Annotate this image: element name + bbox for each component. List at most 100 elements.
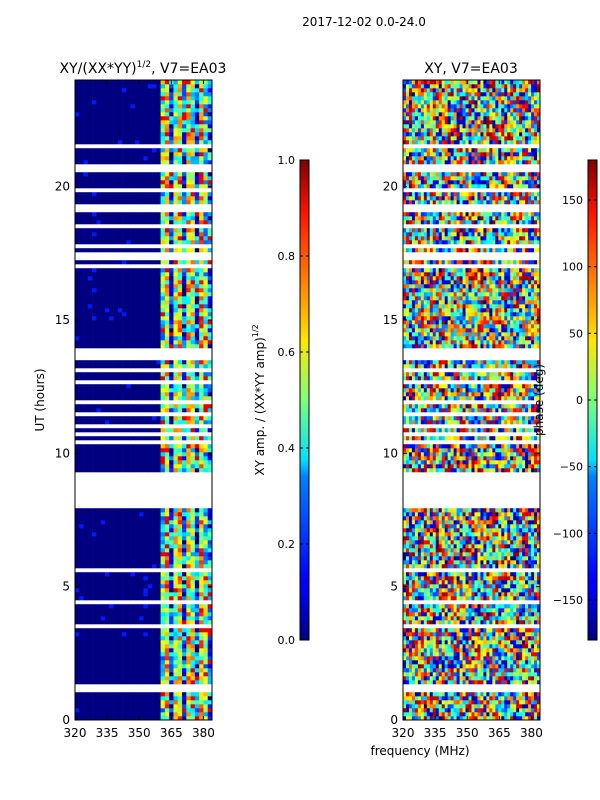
heat-cell bbox=[534, 680, 538, 685]
heat-cell bbox=[104, 300, 110, 305]
heat-cell bbox=[79, 552, 84, 557]
heat-cell bbox=[134, 112, 140, 117]
heat-cell bbox=[450, 636, 454, 641]
gap-row bbox=[75, 684, 212, 689]
heat-cell bbox=[177, 660, 183, 665]
heat-cell bbox=[79, 564, 84, 569]
heat-cell bbox=[182, 136, 187, 141]
heat-cell bbox=[113, 360, 119, 365]
heat-cell bbox=[492, 672, 496, 677]
heat-cell bbox=[203, 528, 209, 533]
heat-cell bbox=[207, 328, 212, 333]
heat-cell bbox=[194, 308, 200, 313]
heat-cell bbox=[462, 680, 466, 685]
heat-cell bbox=[104, 536, 110, 541]
heat-cell bbox=[79, 324, 84, 329]
heat-cell bbox=[104, 528, 110, 533]
heat-cell bbox=[432, 712, 437, 717]
heat-cell bbox=[474, 656, 478, 661]
heat-cell bbox=[109, 180, 114, 185]
heat-cell bbox=[117, 84, 123, 89]
heat-cell bbox=[207, 344, 212, 349]
heat-cell bbox=[122, 560, 127, 565]
heat-cell bbox=[194, 580, 200, 585]
heat-cell bbox=[465, 672, 469, 677]
heat-cell bbox=[169, 452, 174, 457]
heat-cell bbox=[122, 332, 127, 337]
heat-cell bbox=[160, 532, 166, 537]
heat-cell bbox=[130, 328, 136, 333]
heat-cell bbox=[83, 460, 89, 465]
heat-cell bbox=[79, 428, 84, 433]
heat-cell bbox=[79, 520, 84, 525]
heat-cell bbox=[122, 184, 127, 189]
heat-cell bbox=[83, 544, 89, 549]
heat-cell bbox=[134, 268, 140, 273]
heat-cell bbox=[194, 360, 200, 365]
heat-cell bbox=[169, 140, 174, 145]
heat-cell bbox=[113, 200, 119, 205]
heat-cell bbox=[134, 700, 140, 705]
heat-cell bbox=[100, 288, 106, 293]
heat-cell bbox=[177, 112, 183, 117]
heat-cell bbox=[117, 288, 123, 293]
heat-cell bbox=[474, 644, 478, 649]
heat-cell bbox=[474, 652, 478, 657]
heat-cell bbox=[109, 316, 114, 321]
heat-cell bbox=[130, 112, 136, 117]
heat-cell bbox=[160, 716, 166, 720]
heat-cell bbox=[190, 200, 196, 205]
heat-cell bbox=[160, 344, 166, 349]
heat-cell bbox=[459, 656, 463, 661]
heat-cell bbox=[156, 328, 161, 333]
heat-cell bbox=[122, 120, 127, 125]
heat-cell bbox=[100, 116, 106, 121]
heat-cell bbox=[447, 700, 451, 705]
heat-cell bbox=[147, 112, 153, 117]
heat-cell bbox=[139, 652, 144, 657]
heat-cell bbox=[83, 388, 89, 393]
heat-cell bbox=[122, 416, 127, 421]
heat-cell bbox=[75, 184, 80, 189]
heat-cell bbox=[152, 572, 157, 577]
heat-cell bbox=[160, 596, 166, 601]
heat-cell bbox=[194, 592, 200, 597]
heat-cell bbox=[207, 148, 212, 153]
heat-cell bbox=[160, 320, 166, 325]
heat-cell bbox=[156, 284, 161, 289]
heat-cell bbox=[134, 544, 140, 549]
heat-cell bbox=[456, 648, 460, 653]
heat-cell bbox=[139, 556, 144, 561]
heat-cell bbox=[143, 596, 149, 601]
heat-cell bbox=[173, 428, 179, 433]
heat-cell bbox=[96, 184, 101, 189]
heat-cell bbox=[143, 284, 149, 289]
heat-cell bbox=[130, 372, 136, 377]
heat-cell bbox=[194, 536, 200, 541]
heat-cell bbox=[160, 392, 166, 397]
heat-cell bbox=[134, 516, 140, 521]
heat-cell bbox=[164, 700, 170, 705]
heat-cell bbox=[143, 96, 149, 101]
heat-cell bbox=[186, 332, 191, 337]
heat-cell bbox=[207, 280, 212, 285]
heat-cell bbox=[126, 376, 131, 381]
heat-cell bbox=[92, 312, 97, 317]
heat-cell bbox=[83, 572, 89, 577]
heat-cell bbox=[122, 212, 127, 217]
heat-cell bbox=[182, 324, 187, 329]
heat-cell bbox=[177, 272, 183, 277]
heat-cell bbox=[203, 396, 209, 401]
heat-cell bbox=[194, 340, 200, 345]
heat-cell bbox=[177, 404, 183, 409]
heat-cell bbox=[164, 360, 170, 365]
heat-cell bbox=[126, 420, 131, 425]
heat-cell bbox=[139, 572, 144, 577]
heat-cell bbox=[113, 92, 119, 97]
heat-cell bbox=[177, 592, 183, 597]
heat-cell bbox=[79, 376, 84, 381]
heat-cell bbox=[143, 232, 149, 237]
heat-cell bbox=[156, 140, 161, 145]
heat-cell bbox=[75, 344, 80, 349]
heat-cell bbox=[113, 576, 119, 581]
